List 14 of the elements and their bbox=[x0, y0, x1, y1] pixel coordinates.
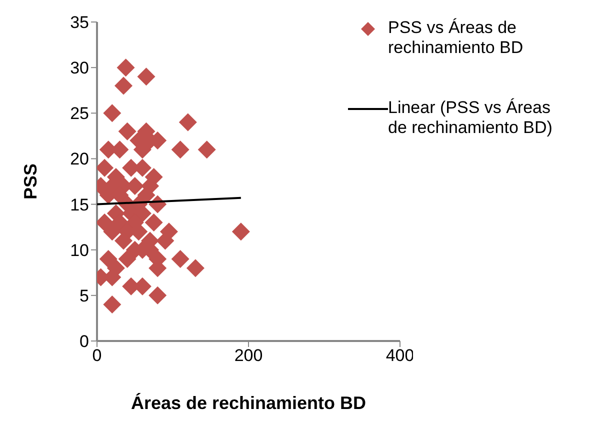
y-tick-label: 20 bbox=[70, 150, 89, 169]
x-tick-label: 200 bbox=[234, 346, 263, 366]
y-tick-label: 5 bbox=[80, 286, 89, 306]
y-tick-label: 15 bbox=[70, 195, 89, 214]
y-tick-label: 35 bbox=[70, 13, 89, 32]
legend-label: Linear (PSS vs Áreas de rechinamiento BD) bbox=[388, 98, 554, 138]
x-axis-title: Áreas de rechinamiento BD bbox=[130, 393, 366, 413]
y-tick-label: 0 bbox=[80, 332, 89, 352]
y-axis-title: PSS bbox=[20, 163, 40, 200]
legend-label: PSS vs Áreas de rechinamiento BD bbox=[388, 18, 524, 58]
y-tick-label: 30 bbox=[70, 58, 89, 78]
x-tick-label: 0 bbox=[92, 346, 102, 366]
y-tick-label: 10 bbox=[70, 240, 89, 260]
y-tick-label: 25 bbox=[70, 104, 89, 124]
